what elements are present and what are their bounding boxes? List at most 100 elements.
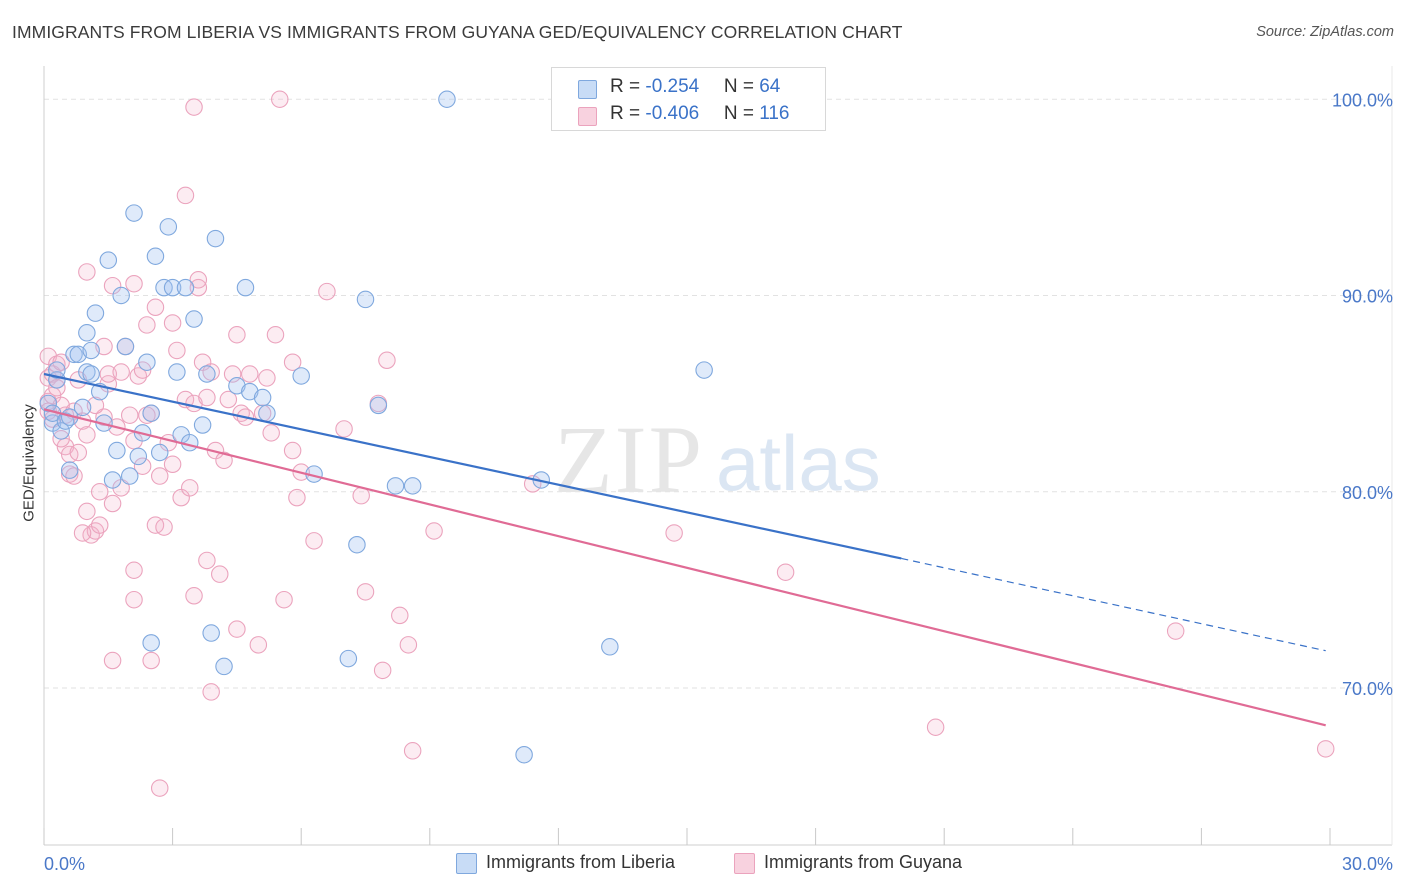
axes <box>43 66 1393 846</box>
guyana-point <box>283 441 302 460</box>
liberia-point <box>369 396 388 415</box>
guyana-point <box>275 590 293 609</box>
legend-swatch-guyana <box>578 107 597 126</box>
legend-n-value: 116 <box>759 103 790 124</box>
guyana-point <box>283 353 302 371</box>
liberia-trend-extension <box>901 557 1326 652</box>
y-tick-label: 100.0% <box>1332 90 1393 110</box>
guyana-point <box>125 561 143 579</box>
liberia-point <box>438 90 456 109</box>
guyana-point <box>150 779 169 797</box>
guyana-point <box>335 420 353 438</box>
guyana-point <box>198 551 216 570</box>
guyana-point <box>90 482 109 501</box>
liberia-point <box>69 345 88 364</box>
guyana-point <box>288 488 306 507</box>
liberia-point <box>120 467 139 485</box>
guyana-point <box>125 274 143 293</box>
guyana-point <box>163 314 182 332</box>
liberia-point <box>99 251 118 269</box>
guyana-point <box>112 363 130 381</box>
trend-lines <box>43 372 1326 727</box>
source-label: Source: ZipAtlas.com <box>1256 24 1394 40</box>
guyana-point <box>241 365 259 383</box>
guyana-point <box>155 518 173 536</box>
y-tick-label: 90.0% <box>1342 287 1393 307</box>
guyana-point <box>202 683 220 701</box>
tick-labels: 70.0% 80.0% 90.0% 100.0% 0.0% 30.0% <box>44 90 1393 874</box>
liberia-point <box>695 361 713 379</box>
guyana-point <box>403 742 422 760</box>
liberia-point <box>125 204 143 222</box>
guyana-point <box>373 661 392 680</box>
guyana-point <box>138 316 156 334</box>
guyana-point <box>391 606 409 625</box>
x-tick-label-min: 0.0% <box>44 854 85 874</box>
guyana-point <box>189 271 208 289</box>
guyana-point <box>318 282 336 301</box>
legend-r-label: R = <box>610 76 646 97</box>
guyana-point <box>146 516 165 534</box>
liberia-point <box>236 278 255 297</box>
legend-n-value: 64 <box>759 76 781 97</box>
guyana-point <box>425 522 443 540</box>
liberia-point <box>258 404 276 422</box>
liberia-point <box>193 416 212 434</box>
guyana-point <box>78 502 96 521</box>
liberia-point <box>185 310 203 328</box>
watermark-atlas: atlas <box>716 419 881 507</box>
liberia-point <box>386 477 405 495</box>
legend-row-guyana: R = -0.406 N = 116 <box>552 100 825 130</box>
x-tick-label-max: 30.0% <box>1342 854 1393 874</box>
liberia-point <box>142 404 160 422</box>
y-axis-label: GED/Equivalency <box>20 404 38 522</box>
guyana-point <box>185 587 203 605</box>
guyana-point <box>266 325 285 344</box>
guyana-point <box>103 494 122 513</box>
liberia-point <box>129 447 148 466</box>
zipatlas-watermark: ZIP atlas <box>554 406 881 513</box>
liberia-point <box>86 304 105 322</box>
guyana-point <box>120 406 139 424</box>
liberia-point <box>253 388 272 407</box>
legend-r-value: -0.254 <box>645 76 700 97</box>
liberia-point <box>339 649 358 668</box>
liberia-point <box>150 443 169 462</box>
guyana-point <box>90 516 109 534</box>
liberia-point <box>52 422 70 440</box>
legend-swatch-liberia <box>578 80 597 99</box>
watermark-zip: ZIP <box>554 406 704 513</box>
guyana-point <box>356 583 375 601</box>
legend-r-label: R = <box>610 103 646 124</box>
guyana-point <box>168 341 186 360</box>
guyana-point <box>146 298 165 317</box>
liberia-point <box>180 433 199 452</box>
bottom-legend-label: Immigrants from Liberia <box>486 852 676 872</box>
guyana-point <box>142 651 160 670</box>
liberia-point <box>168 363 186 381</box>
chart-title: IMMIGRANTS FROM LIBERIA VS IMMIGRANTS FR… <box>12 22 903 42</box>
guyana-point <box>215 451 233 470</box>
liberia-point <box>356 290 375 309</box>
guyana-point <box>78 263 96 281</box>
guyana-point <box>78 426 96 444</box>
liberia-points <box>39 90 713 764</box>
guyana-point <box>133 457 152 475</box>
liberia-point <box>206 229 225 248</box>
guyana-point <box>185 98 203 116</box>
liberia-point <box>403 477 422 495</box>
liberia-point <box>292 367 310 385</box>
liberia-point <box>60 461 79 479</box>
guyana-point <box>163 455 182 474</box>
liberia-point <box>176 278 195 297</box>
liberia-point <box>78 324 96 342</box>
liberia-point <box>116 337 135 356</box>
guyana-point <box>180 479 199 497</box>
guyana-point <box>249 636 268 654</box>
guyana-point <box>60 445 79 464</box>
guyana-point <box>262 424 280 442</box>
guyana-point <box>378 351 396 370</box>
y-tick-label: 80.0% <box>1342 483 1393 503</box>
guyana-point <box>228 325 246 344</box>
